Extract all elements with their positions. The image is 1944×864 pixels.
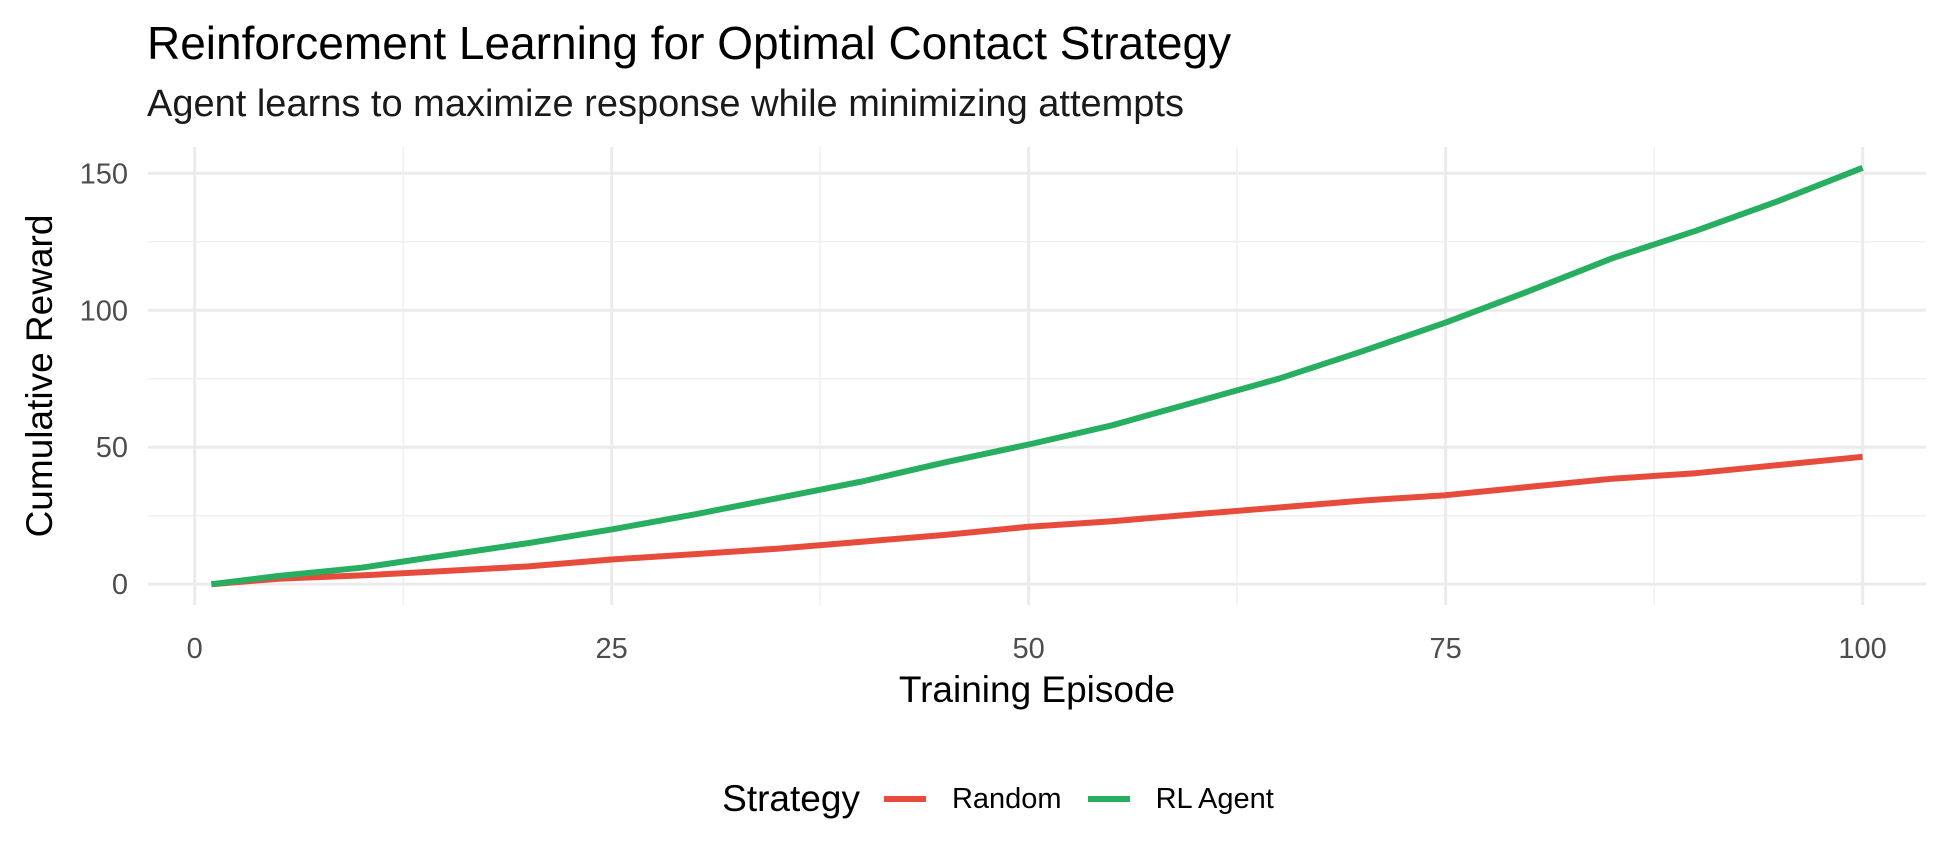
series-line-rl-agent [211,165,1864,588]
tick-labels: 0 25 50 75 100 0 50 100 150 [80,158,1887,665]
chart-subtitle: Agent learns to maximize response while … [147,83,1184,125]
legend: Strategy Random RL Agent [0,778,1944,820]
legend-key-rl-agent [1087,796,1130,802]
x-tick-label: 25 [596,633,628,665]
legend-label-rl-agent: RL Agent [1155,782,1274,815]
y-tick-label: 0 [112,569,128,601]
series-line-random [211,453,1863,588]
x-axis-title: Training Episode [899,669,1175,710]
legend-key-random [883,796,926,802]
legend-item-rl-agent: RL Agent [1087,782,1274,816]
grid-lines [148,147,1926,605]
y-tick-label: 50 [96,432,128,464]
y-tick-label: 100 [80,295,128,327]
y-tick-label: 150 [80,158,128,190]
x-tick-label: 50 [1013,633,1045,665]
series-lines [211,165,1864,588]
x-tick-label: 0 [187,633,203,665]
x-tick-label: 75 [1430,633,1462,665]
legend-item-random: Random [883,782,1062,816]
y-axis-title: Cumulative Reward [19,215,60,538]
x-tick-label: 100 [1838,633,1886,665]
legend-label-random: Random [951,782,1062,815]
chart-title: Reinforcement Learning for Optimal Conta… [147,17,1232,69]
legend-title: Strategy [722,778,860,819]
